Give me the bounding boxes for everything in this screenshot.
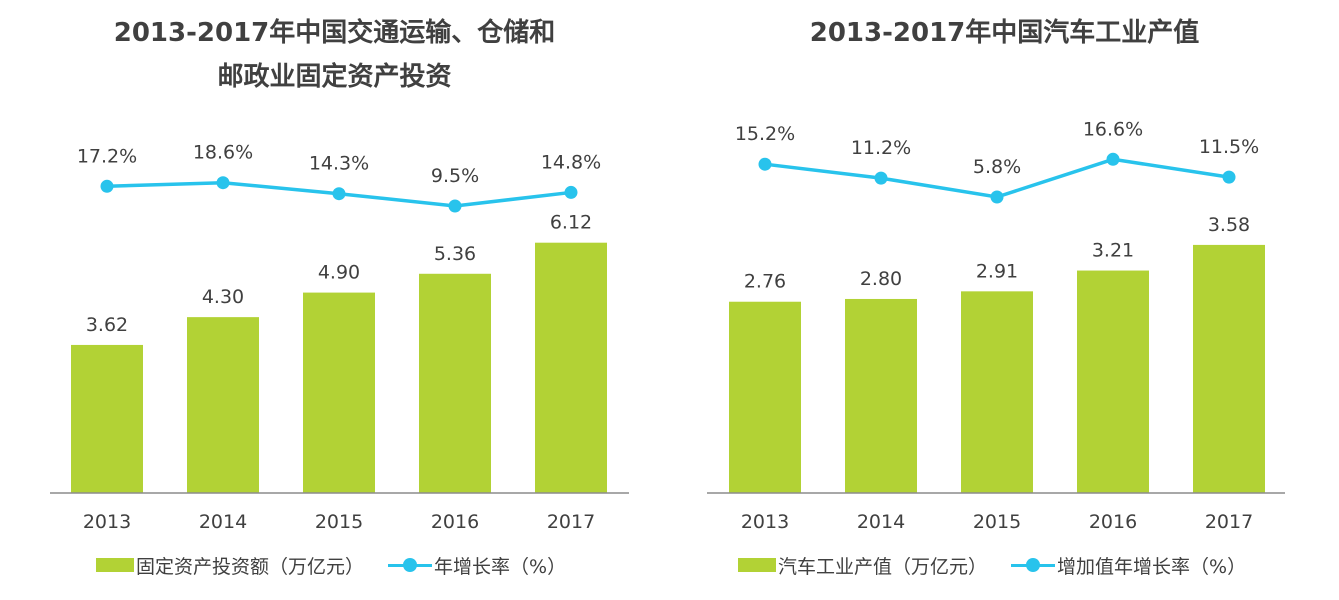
legend-bar-swatch [738, 558, 776, 572]
growth-point-2017 [1222, 170, 1236, 184]
x-tick-labels: 2013 2014 2015 2016 2017 [741, 511, 1253, 533]
growth-point-2015 [990, 190, 1004, 204]
growth-points [100, 176, 578, 213]
chart-fixed-asset-investment: 2013-2017年中国交通运输、仓储和 邮政业固定资产投资 3.62 4.30 4… [0, 0, 669, 600]
legend-bar-label: 汽车工业产值（万亿元） [778, 555, 988, 578]
x-tick-2016: 2016 [431, 511, 479, 533]
bar-label-2014: 2.80 [860, 268, 902, 290]
chart-auto-industry-output: 2013-2017年中国汽车工业产值 2.76 2.80 2.91 3.21 3.58 2… [670, 0, 1339, 600]
growth-label-2013: 15.2% [735, 123, 795, 145]
legend-bar-label: 固定资产投资额（万亿元） [136, 555, 365, 578]
x-tick-2015: 2015 [315, 511, 363, 533]
chart-title-line1: 2013-2017年中国交通运输、仓储和 [113, 18, 556, 48]
legend-line-label: 增加值年增长率（%） [1057, 555, 1247, 578]
plot-area: 2.76 2.80 2.91 3.21 3.58 2013 2014 2015 2016 2017… [707, 118, 1285, 533]
bar-2015 [303, 292, 375, 493]
growth-label-2017: 11.5% [1199, 136, 1259, 158]
legend-item-line: 年增长率（%） [388, 552, 566, 579]
legend-line-swatch [1011, 558, 1056, 572]
bar-label-2015: 4.90 [318, 262, 360, 284]
bar-2014 [187, 317, 259, 493]
growth-point-2014 [216, 176, 230, 190]
legend-line-swatch [388, 558, 433, 572]
bar-2016 [419, 273, 491, 493]
bar-2017 [535, 242, 607, 493]
growth-label-2016: 9.5% [431, 165, 479, 187]
bar-2014 [845, 298, 917, 493]
growth-point-2013 [758, 157, 772, 171]
growth-label-2014: 11.2% [851, 137, 911, 159]
growth-point-2015 [332, 187, 346, 201]
bar-2017 [1193, 244, 1265, 493]
growth-point-2016 [448, 199, 462, 213]
legend-item-bar: 汽车工业产值（万亿元） [738, 552, 987, 579]
bar-label-2017: 3.58 [1208, 214, 1250, 236]
chart-title: 2013-2017年中国汽车工业产值 [809, 18, 1200, 48]
growth-label-2016: 16.6% [1083, 118, 1143, 140]
growth-point-2013 [100, 179, 114, 193]
legend-bar-swatch [96, 558, 134, 572]
bar-series [71, 242, 607, 493]
x-tick-2014: 2014 [857, 511, 905, 533]
bar-2015 [961, 291, 1033, 493]
growth-labels: 15.2% 11.2% 5.8% 16.6% 11.5% [735, 118, 1259, 178]
growth-labels: 17.2% 18.6% 14.3% 9.5% 14.8% [77, 142, 601, 187]
x-tick-2016: 2016 [1089, 511, 1137, 533]
bar-labels: 3.62 4.30 4.90 5.36 6.12 [86, 212, 592, 336]
bar-series [729, 244, 1265, 493]
bar-label-2016: 5.36 [434, 243, 476, 265]
x-tick-2017: 2017 [1205, 511, 1253, 533]
growth-label-2017: 14.8% [541, 151, 601, 173]
chart-title-line2: 邮政业固定资产投资 [217, 62, 452, 92]
x-tick-2014: 2014 [199, 511, 247, 533]
legend-item-bar: 固定资产投资额（万亿元） [96, 552, 364, 579]
growth-label-2013: 17.2% [77, 145, 137, 167]
bar-label-2013: 2.76 [744, 271, 786, 293]
bar-2013 [71, 344, 143, 493]
x-tick-2015: 2015 [973, 511, 1021, 533]
growth-points [758, 152, 1236, 204]
x-tick-labels: 2013 2014 2015 2016 2017 [83, 511, 595, 533]
bar-2013 [729, 301, 801, 493]
growth-label-2015: 5.8% [973, 156, 1021, 178]
growth-label-2014: 18.6% [193, 142, 253, 164]
legend-item-line: 增加值年增长率（%） [1011, 552, 1246, 579]
bar-label-2017: 6.12 [550, 212, 592, 234]
legend: 固定资产投资额（万亿元） 年增长率（%） [96, 550, 590, 580]
growth-label-2015: 14.3% [309, 153, 369, 175]
legend: 汽车工业产值（万亿元） 增加值年增长率（%） [738, 550, 1270, 580]
growth-point-2014 [874, 171, 888, 185]
bar-label-2016: 3.21 [1092, 240, 1134, 262]
bar-labels: 2.76 2.80 2.91 3.21 3.58 [744, 214, 1250, 293]
x-tick-2013: 2013 [741, 511, 789, 533]
bar-2016 [1077, 270, 1149, 493]
x-tick-2017: 2017 [547, 511, 595, 533]
bar-label-2013: 3.62 [86, 314, 128, 336]
bar-label-2015: 2.91 [976, 260, 1018, 282]
growth-point-2016 [1106, 152, 1120, 166]
plot-area: 3.62 4.30 4.90 5.36 6.12 2013 2014 2015 2016 2017… [50, 142, 629, 533]
x-tick-2013: 2013 [83, 511, 131, 533]
growth-point-2017 [564, 185, 578, 199]
bar-label-2014: 4.30 [202, 286, 244, 308]
legend-line-label: 年增长率（%） [434, 555, 567, 578]
